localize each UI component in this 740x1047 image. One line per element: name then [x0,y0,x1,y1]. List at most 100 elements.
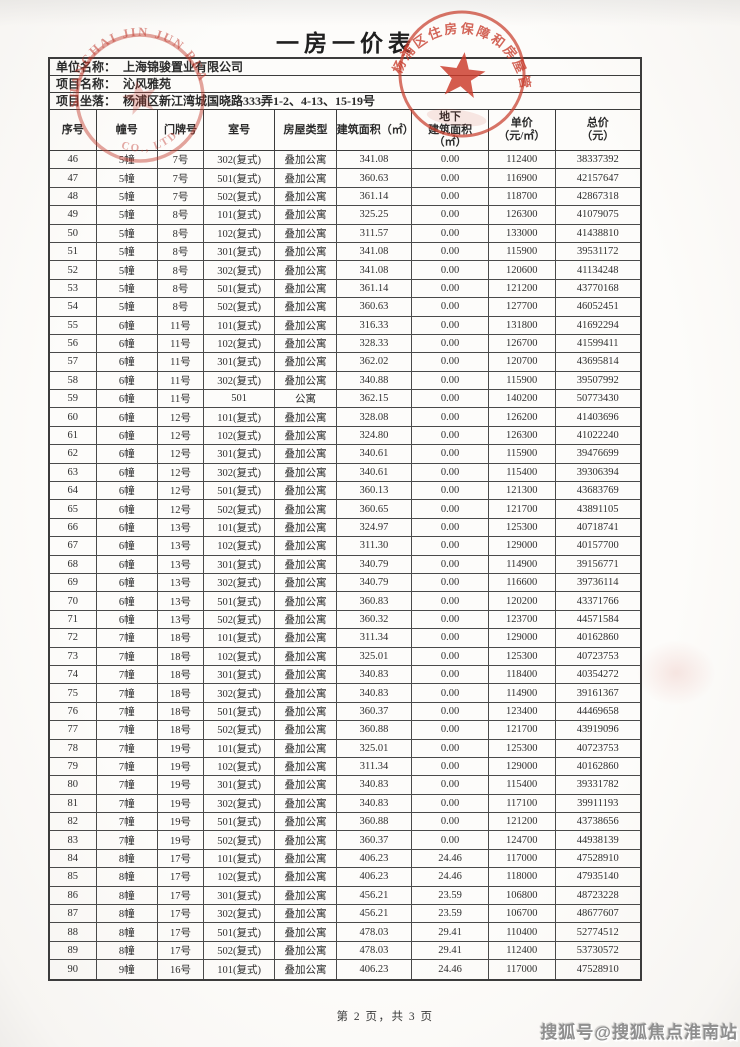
cell: 叠加公寓 [275,757,337,776]
cell: 39161367 [576,687,619,699]
cell: 19号 [158,813,204,831]
cell: 44469658 [576,705,619,717]
cell: 叠加公寓 [275,445,337,463]
cell: 叠加公寓 [275,813,337,831]
cell: 7号 [158,187,204,206]
cell: 11号 [158,316,204,334]
cell: 0.00 [412,573,489,592]
cell: 0.00 [412,151,489,169]
cell: 102(复式) [204,426,276,445]
cell: 13号 [158,592,204,610]
cell: 129000 [489,757,556,776]
table-row: 78 7幢 19号 101(复式) 叠加公寓 325.01 0.00 125300 407237… [50,739,640,758]
cell: 101(复式) [204,739,276,757]
cell: 0.00 [412,390,489,408]
cell: 18号 [158,665,204,684]
table-row: 48 5幢 7号 502(复式) 叠加公寓 361.14 0.00 118700 4286731… [50,187,640,207]
cell: 5幢 [97,261,158,279]
cell: 52774512 [576,926,619,938]
cell: 360.13 [337,482,413,500]
cell: 0.00 [412,334,489,353]
cell: 41692294 [576,319,619,331]
cell: 121700 [489,500,556,518]
cell: 43770168 [576,282,619,294]
cell: 12号 [158,500,204,518]
cell: 叠加公寓 [275,776,337,794]
cell: 8幢 [97,849,158,868]
cell: 叠加公寓 [275,721,337,739]
cell: 116900 [489,169,556,187]
cell: 55 [50,316,97,334]
cell: 360.63 [337,169,413,187]
cell: 325.25 [337,206,413,224]
table-row: 57 6幢 11号 301(复式) 叠加公寓 362.02 0.00 120700 436958… [50,353,640,372]
table-row: 68 6幢 13号 301(复式) 叠加公寓 340.79 0.00 114900 391567… [50,555,640,574]
cell: 46052451 [576,301,619,313]
cell: 325.01 [337,647,413,665]
cell: 叠加公寓 [275,224,337,242]
cell: 6幢 [97,445,158,463]
cell: 叠加公寓 [275,702,337,721]
cell: 126200 [489,408,556,426]
cell: 78 [50,739,97,757]
info-row: 项目名称： 沁风雅苑 [50,76,640,93]
cell: 502(复式) [204,298,276,316]
cell: 87 [50,905,97,923]
cell: 43738656 [576,816,619,828]
cell: 13号 [158,518,204,537]
cell: 83 [50,831,97,849]
cell: 115900 [489,242,556,261]
cell: 118700 [489,187,556,206]
cell: 118000 [489,868,556,886]
cell: 11号 [158,371,204,390]
cell: 18号 [158,721,204,739]
cell: 118400 [489,665,556,684]
cell: 0.00 [412,500,489,518]
cell: 叠加公寓 [275,941,337,960]
cell: 5幢 [97,242,158,261]
cell: 12号 [158,482,204,500]
cell: 0.00 [412,757,489,776]
cell: 77 [50,721,97,739]
cell: 叠加公寓 [275,555,337,573]
cell: 8幢 [97,923,158,941]
table-row: 74 7幢 18号 301(复式) 叠加公寓 340.83 0.00 118400 403542… [50,665,640,685]
cell: 叠加公寓 [275,298,337,316]
table-row: 59 6幢 11号 501 公寓 362.15 0.00 140200 50773430 [50,390,640,409]
cell: 340.83 [337,684,413,702]
table-row: 52 5幢 8号 302(复式) 叠加公寓 341.08 0.00 120600 4113424… [50,261,640,280]
cell: 17号 [158,905,204,923]
table-row: 47 5幢 7号 501(复式) 叠加公寓 360.63 0.00 116900 4215764… [50,169,640,188]
cell: 102(复式) [204,757,276,776]
cell: 63 [50,463,97,482]
cell: 叠加公寓 [275,886,337,905]
cell: 5幢 [97,279,158,298]
cell: 72 [50,629,97,647]
cell: 114900 [489,555,556,573]
cell: 8幢 [97,868,158,886]
cell: 68 [50,555,97,573]
header-cell: 总价 （元） [581,117,615,142]
cell: 12号 [158,445,204,463]
cell: 13号 [158,537,204,555]
header-cell: 建筑面积（㎡） [337,110,414,150]
cell: 6幢 [97,353,158,371]
cell: 12号 [158,463,204,482]
cell: 102(复式) [204,224,276,242]
cell: 0.00 [412,794,489,813]
cell: 39156771 [576,558,619,570]
header-cell: 幢号 [97,110,158,150]
cell: 42157647 [576,172,619,184]
table-row: 55 6幢 11号 101(复式) 叠加公寓 316.33 0.00 131800 416922… [50,316,640,335]
cell: 7幢 [97,739,158,757]
cell: 311.57 [337,224,413,242]
cell: 47 [50,169,97,187]
table-row: 72 7幢 18号 101(复式) 叠加公寓 311.34 0.00 129000 401628… [50,629,640,648]
cell: 502(复式) [204,831,276,849]
cell: 19号 [158,794,204,813]
cell: 325.01 [337,739,413,757]
table-row: 71 6幢 13号 502(复式) 叠加公寓 360.32 0.00 123700 445715… [50,610,640,630]
cell: 340.79 [337,555,413,573]
table-row: 64 6幢 12号 501(复式) 叠加公寓 360.13 0.00 121300 436837… [50,482,640,501]
